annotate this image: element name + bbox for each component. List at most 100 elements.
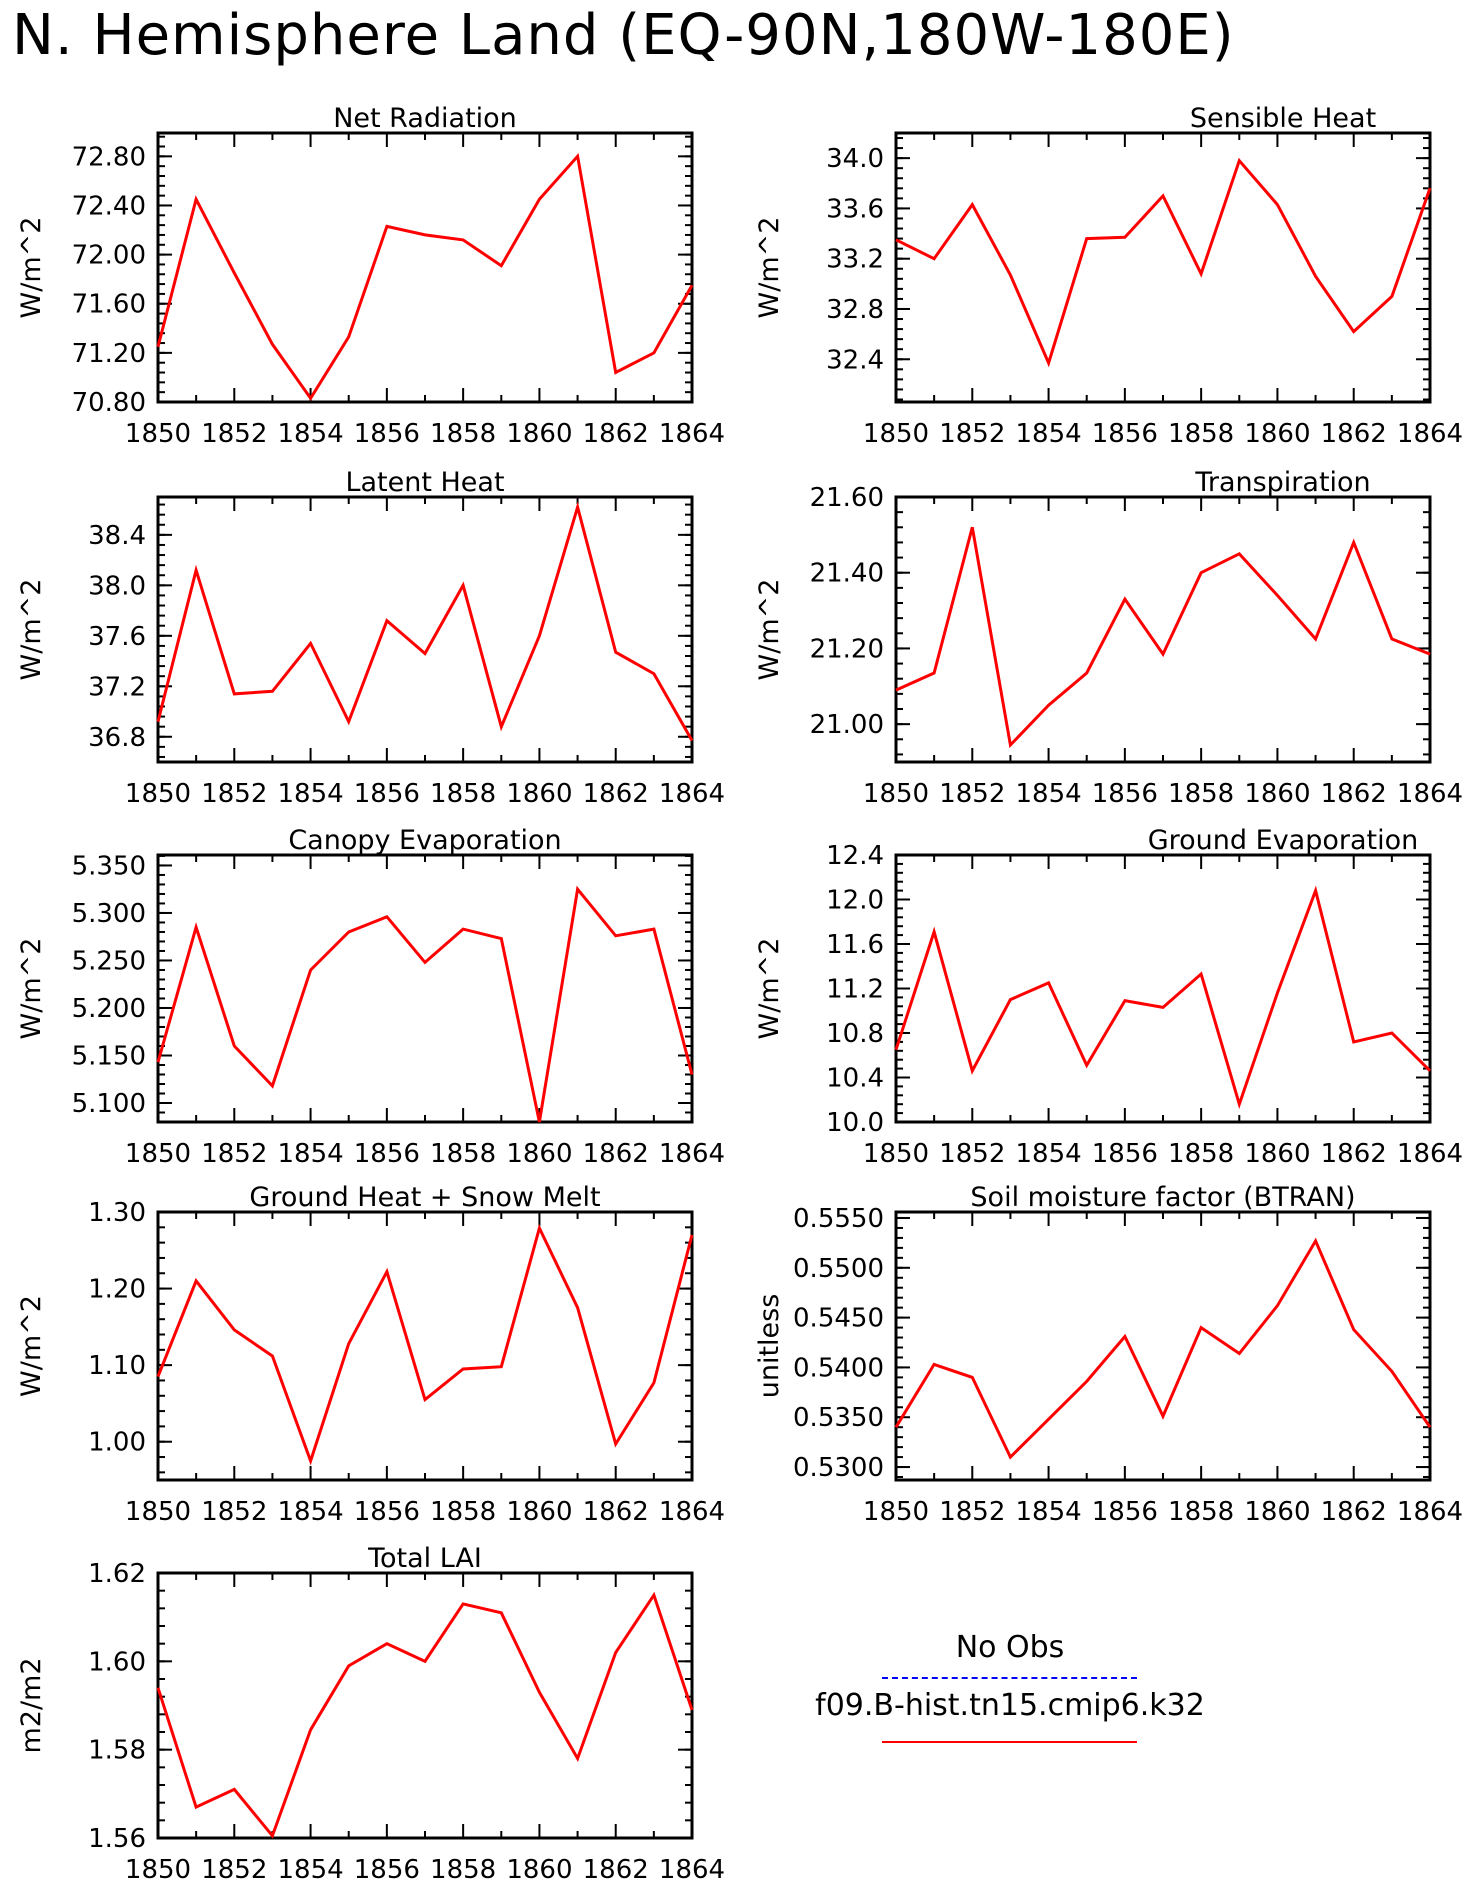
y-tick-label: 38.0 <box>88 571 146 601</box>
x-tick-label: 1852 <box>939 419 1005 449</box>
y-tick-label: 33.2 <box>826 245 884 275</box>
x-tick-label: 1854 <box>1015 779 1081 809</box>
x-tick-label: 1856 <box>354 419 420 449</box>
y-tick-label: 36.8 <box>88 723 146 753</box>
y-tick-label: 12.4 <box>826 841 884 871</box>
panel-title: Total LAI <box>367 1543 482 1574</box>
x-tick-label: 1850 <box>863 419 929 449</box>
y-tick-label: 5.150 <box>72 1041 146 1071</box>
x-tick-label: 1854 <box>1015 419 1081 449</box>
x-tick-label: 1856 <box>354 1855 420 1885</box>
y-tick-label: 21.00 <box>810 710 884 740</box>
x-tick-label: 1864 <box>659 419 725 449</box>
series-line <box>156 152 694 402</box>
panel-9: 1850 1852 1854 1856 1858 1860 1862 1864 1.56 1.58… <box>16 1543 725 1885</box>
x-tick-label: 1862 <box>583 1855 649 1885</box>
x-tick-label: 1850 <box>125 1139 191 1169</box>
page-title: N. Hemisphere Land (EQ-90N,180W-180E) <box>12 3 1235 68</box>
x-tick-label: 1864 <box>659 1497 725 1527</box>
y-tick-label: 0.5500 <box>793 1254 884 1284</box>
legend-model-line <box>882 1741 1137 1743</box>
y-tick-label: 71.60 <box>72 290 146 320</box>
y-tick-label: 12.0 <box>826 886 884 916</box>
legend-model-label: f09.B-hist.tn15.cmip6.k32 <box>815 1688 1205 1723</box>
y-tick-label: 34.0 <box>826 144 884 174</box>
panel-title: Ground Heat + Snow Melt <box>249 1182 600 1213</box>
legend-obs-line <box>882 1677 1137 1679</box>
plot-frame <box>894 1210 1432 1482</box>
y-tick-label: 11.2 <box>826 975 884 1005</box>
panel-7: 1850 1852 1854 1856 1858 1860 1862 1864 1.00 1.10… <box>16 1182 725 1527</box>
y-tick-label: 32.4 <box>826 345 884 375</box>
y-tick-label: 5.100 <box>72 1089 146 1119</box>
x-tick-label: 1852 <box>201 1139 267 1169</box>
y-tick-label: 37.2 <box>88 672 146 702</box>
panel-3: 1850 1852 1854 1856 1858 1860 1862 1864 36.8 37.2… <box>16 467 725 809</box>
x-tick-label: 1862 <box>1321 1139 1387 1169</box>
x-tick-label: 1864 <box>1397 1139 1462 1169</box>
series-line <box>156 1223 694 1466</box>
x-tick-label: 1856 <box>1092 779 1158 809</box>
x-tick-label: 1854 <box>277 1139 343 1169</box>
panel-6: 1850 1852 1854 1856 1858 1860 1862 1864 10.0 10.4… <box>754 825 1462 1169</box>
x-tick-label: 1850 <box>125 419 191 449</box>
y-tick-label: 38.4 <box>88 521 146 551</box>
plot-frame <box>156 131 694 404</box>
y-tick-label: 10.0 <box>826 1108 884 1138</box>
y-axis-label: W/m^2 <box>754 217 785 319</box>
y-tick-label: 1.30 <box>88 1198 146 1228</box>
plot-frame <box>894 131 1432 404</box>
y-tick-label: 37.6 <box>88 622 146 652</box>
y-tick-label: 5.300 <box>72 899 146 929</box>
y-tick-label: 5.250 <box>72 946 146 976</box>
y-tick-label: 21.40 <box>810 559 884 589</box>
x-tick-label: 1862 <box>1321 1497 1387 1527</box>
x-tick-label: 1860 <box>506 419 572 449</box>
y-axis-label: m2/m2 <box>16 1657 47 1753</box>
plot-frame <box>156 853 694 1124</box>
x-tick-label: 1854 <box>277 1497 343 1527</box>
series-line <box>895 526 1431 749</box>
y-tick-label: 11.6 <box>826 930 884 960</box>
panel-2: 1850 1852 1854 1856 1858 1860 1862 1864 32.4 32.8… <box>754 103 1462 449</box>
y-tick-label: 21.60 <box>810 483 884 513</box>
y-tick-label: 5.200 <box>72 994 146 1024</box>
x-tick-label: 1864 <box>659 779 725 809</box>
x-tick-label: 1862 <box>583 779 649 809</box>
series-line <box>156 885 694 1123</box>
series-line <box>895 157 1432 368</box>
x-tick-label: 1860 <box>506 1497 572 1527</box>
series-line <box>156 501 694 742</box>
x-tick-label: 1856 <box>354 779 420 809</box>
panel-title: Latent Heat <box>345 467 504 498</box>
plot-frame <box>156 1571 694 1840</box>
y-tick-label: 1.62 <box>88 1559 146 1589</box>
y-tick-label: 1.00 <box>88 1428 146 1458</box>
y-tick-label: 33.6 <box>826 194 884 224</box>
x-tick-label: 1860 <box>1244 419 1310 449</box>
panel-8: 1850 1852 1854 1856 1858 1860 1862 1864 0.5300 0.… <box>754 1182 1462 1527</box>
x-tick-label: 1852 <box>939 1139 1005 1169</box>
series-line <box>894 1237 1432 1460</box>
x-tick-label: 1852 <box>939 1497 1005 1527</box>
panel-5: 1850 1852 1854 1856 1858 1860 1862 1864 5.100 5.1… <box>16 825 725 1169</box>
y-tick-label: 71.20 <box>72 339 146 369</box>
y-axis-label: W/m^2 <box>16 1295 47 1397</box>
x-tick-label: 1856 <box>1092 419 1158 449</box>
y-axis-label: W/m^2 <box>16 217 47 319</box>
x-tick-label: 1850 <box>125 1855 191 1885</box>
x-tick-label: 1864 <box>1397 779 1462 809</box>
x-tick-label: 1858 <box>430 419 496 449</box>
y-axis-label: W/m^2 <box>754 579 785 681</box>
y-tick-label: 1.10 <box>88 1351 146 1381</box>
y-tick-label: 0.5350 <box>793 1403 884 1433</box>
x-tick-label: 1850 <box>863 1497 929 1527</box>
x-tick-label: 1860 <box>506 1139 572 1169</box>
x-tick-label: 1854 <box>277 419 343 449</box>
y-tick-label: 1.58 <box>88 1736 146 1766</box>
x-tick-label: 1860 <box>1244 779 1310 809</box>
x-tick-label: 1850 <box>125 1497 191 1527</box>
y-axis-label: unitless <box>754 1294 785 1399</box>
plot-frame <box>156 495 694 764</box>
